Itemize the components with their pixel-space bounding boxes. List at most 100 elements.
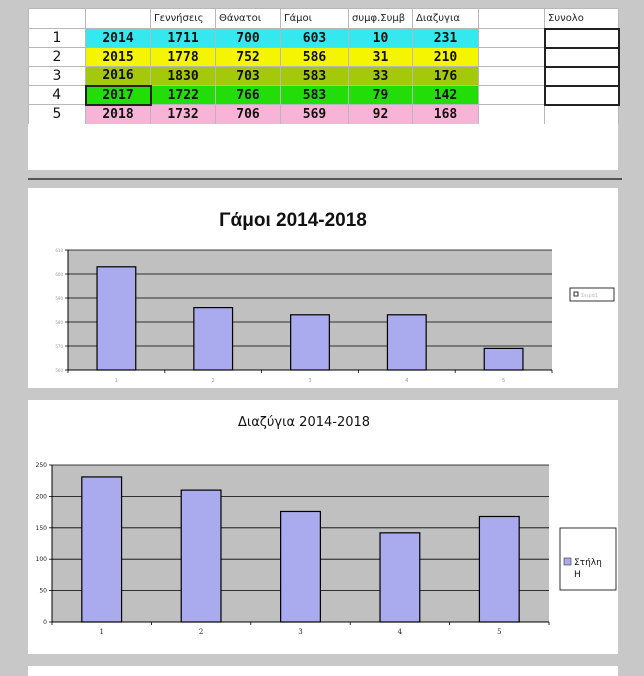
- x-tick-label: 1: [115, 378, 118, 384]
- total-cell[interactable]: [544, 104, 619, 124]
- data-table: Γεννήσεις Θάνατοι Γάμοι συμφ.Συμβ Διαζυγ…: [28, 8, 620, 170]
- chart-legend[interactable]: Σειρά1: [569, 287, 615, 302]
- bar: [280, 510, 321, 623]
- x-tick-label: 2: [199, 628, 203, 636]
- divorces-cell[interactable]: 168: [412, 104, 479, 124]
- header-agreements[interactable]: συμφ.Συμβ: [348, 8, 413, 29]
- header-cell[interactable]: [85, 8, 151, 29]
- x-tick-label: 3: [308, 378, 311, 384]
- empty-cell[interactable]: [478, 85, 545, 105]
- x-tick-label: 4: [405, 378, 408, 384]
- header-total[interactable]: Συνολο: [544, 8, 619, 29]
- agreements-cell[interactable]: 33: [348, 66, 413, 86]
- divorces-cell[interactable]: 176: [412, 66, 479, 86]
- marriages-cell[interactable]: 569: [280, 104, 349, 124]
- chart-title: Γάμοι 2014-2018: [219, 210, 367, 231]
- table-row: 1 2014 1711 700 603 10 231: [28, 27, 620, 49]
- marriages-cell[interactable]: 583: [280, 66, 349, 86]
- births-cell[interactable]: 1722: [150, 85, 216, 105]
- x-tick-label: 3: [298, 628, 302, 636]
- chart-title: Διαζύγια 2014-2018: [238, 415, 370, 430]
- bar: [290, 314, 330, 371]
- divorces-cell[interactable]: 210: [412, 47, 479, 67]
- bar: [96, 266, 137, 371]
- empty-cell[interactable]: [478, 28, 545, 48]
- empty-cell[interactable]: [478, 47, 545, 67]
- births-cell[interactable]: 1732: [150, 104, 216, 124]
- marriages-chart-panel[interactable]: Γάμοι 2014-2018 560 570 580 590 600 610 1 2 3 4 5…: [28, 188, 618, 388]
- x-tick-label: 5: [502, 378, 505, 384]
- year-cell[interactable]: 2016: [85, 66, 151, 86]
- table-row: 2 2015 1778 752 586 31 210: [28, 46, 620, 68]
- table-row: 3 2016 1830 703 583 33 176: [28, 65, 620, 87]
- year-cell[interactable]: 2014: [85, 28, 151, 48]
- deaths-cell[interactable]: 700: [215, 28, 281, 48]
- bar: [478, 515, 520, 623]
- divorces-cell[interactable]: 142: [412, 85, 479, 105]
- header-divorces[interactable]: Διαζυγια: [412, 8, 479, 29]
- y-tick-label: 0: [43, 619, 47, 626]
- next-chart-panel[interactable]: [28, 666, 618, 676]
- bar: [81, 476, 123, 623]
- births-cell[interactable]: 1778: [150, 47, 216, 67]
- x-tick-label: 5: [497, 628, 501, 636]
- row-number[interactable]: 2: [28, 47, 86, 67]
- x-tick-label: 1: [99, 628, 103, 636]
- y-tick-label: 250: [36, 462, 48, 469]
- bar: [386, 314, 427, 371]
- empty-cell[interactable]: [478, 66, 545, 86]
- bar: [180, 489, 222, 623]
- row-number[interactable]: 3: [28, 66, 86, 86]
- y-tick-label: 560: [55, 368, 63, 373]
- chart-legend[interactable]: Στήλη Η: [559, 527, 617, 591]
- deaths-cell[interactable]: 752: [215, 47, 281, 67]
- legend-swatch: [563, 557, 572, 566]
- y-tick-label: 570: [55, 344, 63, 349]
- agreements-cell[interactable]: 10: [348, 28, 413, 48]
- total-cell[interactable]: [543, 84, 620, 106]
- row-number[interactable]: 1: [28, 28, 86, 48]
- births-cell[interactable]: 1830: [150, 66, 216, 86]
- x-tick-label: 4: [398, 628, 403, 636]
- y-tick-label: 600: [55, 272, 63, 277]
- header-row: Γεννήσεις Θάνατοι Γάμοι συμφ.Συμβ Διαζυγ…: [28, 8, 619, 29]
- y-tick-label: 610: [55, 248, 63, 253]
- agreements-cell[interactable]: 92: [348, 104, 413, 124]
- marriages-cell[interactable]: 603: [280, 28, 349, 48]
- header-cell[interactable]: [478, 8, 545, 29]
- legend-swatch: [573, 291, 579, 297]
- divorces-chart-panel[interactable]: Διαζύγια 2014-2018 0 50 100 150 200 250 1 2 3 4 5…: [28, 400, 618, 654]
- total-cell[interactable]: [543, 65, 620, 87]
- header-births[interactable]: Γεννήσεις: [150, 8, 216, 29]
- divorces-cell[interactable]: 231: [412, 28, 479, 48]
- year-cell[interactable]: 2018: [85, 104, 151, 124]
- year-cell[interactable]: 2015: [85, 47, 151, 67]
- agreements-cell[interactable]: 31: [348, 47, 413, 67]
- y-tick-label: 150: [36, 525, 48, 532]
- births-cell[interactable]: 1711: [150, 28, 216, 48]
- legend-box: [569, 287, 615, 302]
- marriages-chart: Γάμοι 2014-2018 560 570 580 590 600 610 1 2 3 4 5…: [55, 210, 615, 384]
- year-cell[interactable]: 2017: [84, 84, 152, 106]
- row-number[interactable]: 5: [28, 104, 86, 124]
- row-number[interactable]: 4: [28, 85, 86, 105]
- total-cell[interactable]: [543, 46, 620, 68]
- agreements-cell[interactable]: 79: [348, 85, 413, 105]
- header-marriages[interactable]: Γάμοι: [280, 8, 349, 29]
- bar: [193, 306, 234, 371]
- header-cell[interactable]: [28, 8, 86, 29]
- deaths-cell[interactable]: 706: [215, 104, 281, 124]
- total-cell[interactable]: [543, 27, 620, 49]
- y-tick-label: 590: [55, 296, 63, 301]
- empty-cell[interactable]: [478, 104, 545, 124]
- legend-label: Στήλη Η: [574, 558, 605, 580]
- deaths-cell[interactable]: 766: [215, 85, 281, 105]
- marriages-cell[interactable]: 586: [280, 47, 349, 67]
- table-row: 4 2017 1722 766 583 79 142: [28, 84, 620, 106]
- header-deaths[interactable]: Θάνατοι: [215, 8, 281, 29]
- y-tick-label: 580: [55, 320, 63, 325]
- deaths-cell[interactable]: 703: [215, 66, 281, 86]
- x-tick-label: 2: [212, 378, 215, 384]
- marriages-cell[interactable]: 583: [280, 85, 349, 105]
- legend-label: Σειρά1: [581, 292, 598, 299]
